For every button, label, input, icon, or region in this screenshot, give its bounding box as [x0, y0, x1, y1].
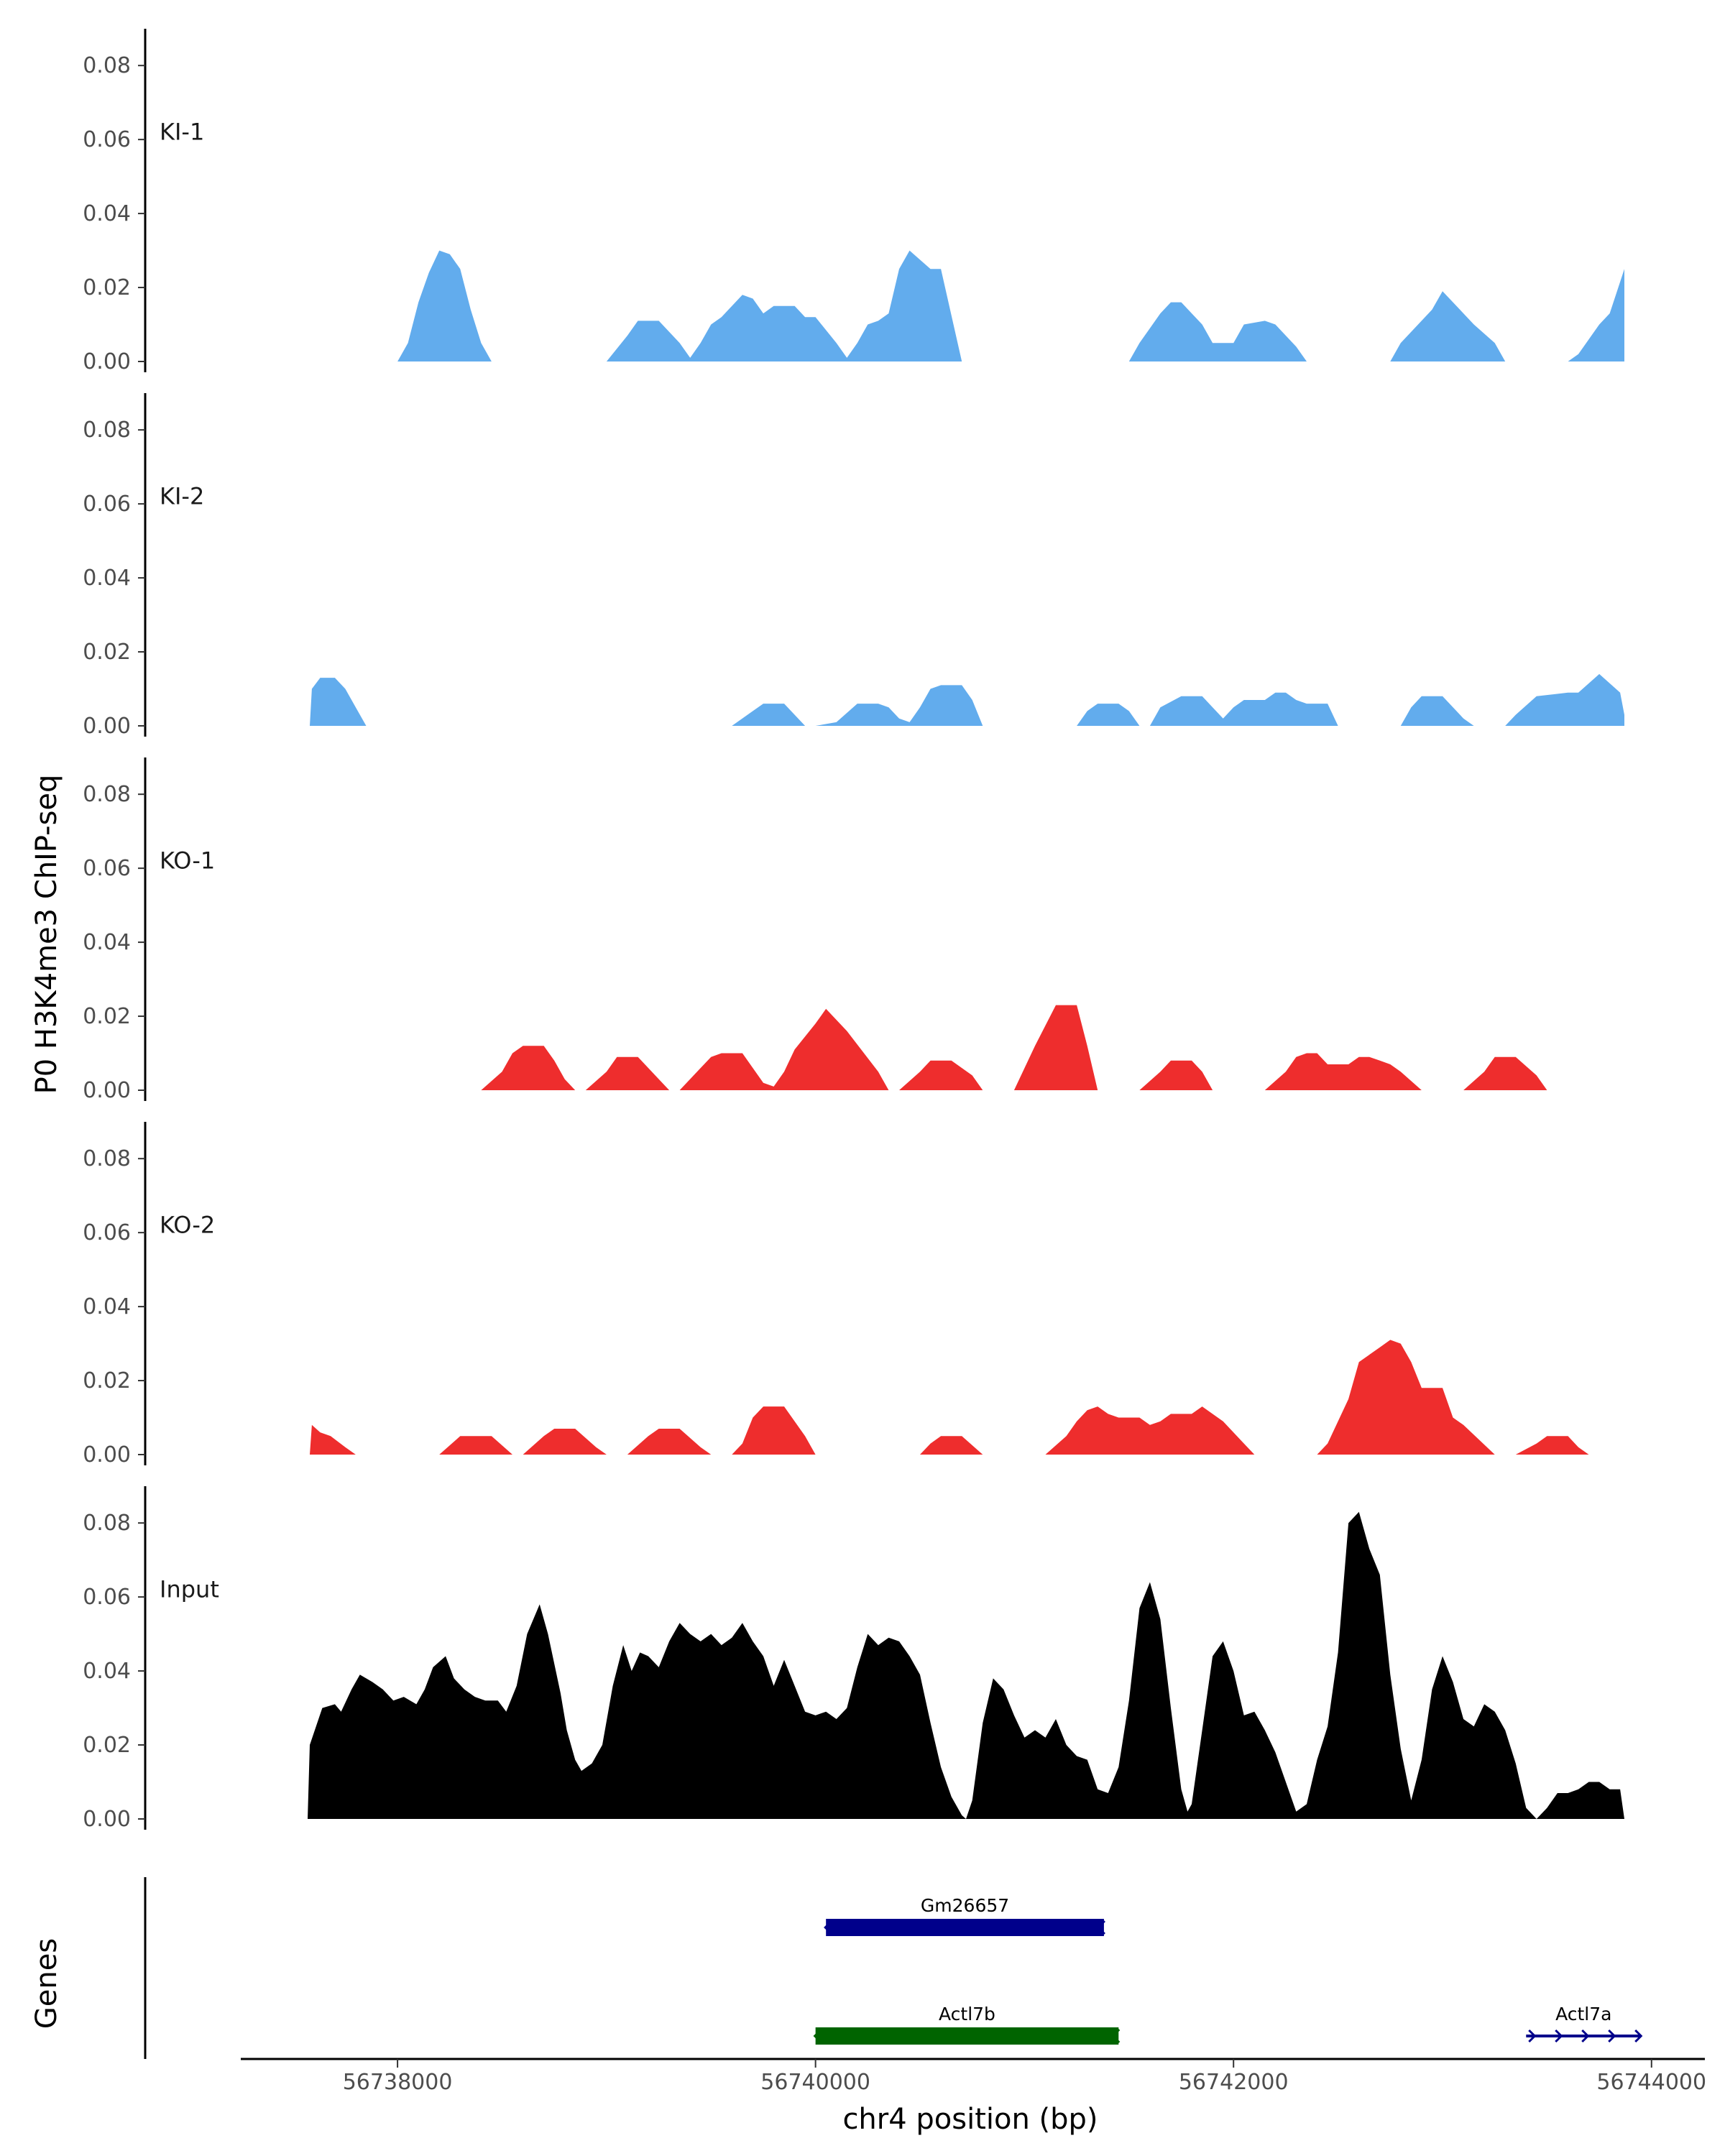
track-ki-2: 0.00 0.02 0.04 0.06 0.08 KI-2 [83, 393, 1624, 739]
signal-area-input [308, 1511, 1624, 1819]
strand-arrow [1634, 2029, 1643, 2043]
track-input: 0.00 0.02 0.04 0.06 0.08 Input [83, 1486, 1624, 1832]
y-tick-label: 0.06 [83, 856, 131, 881]
y-tick-label: 0.02 [83, 1733, 131, 1758]
strand-arrow [1581, 2029, 1590, 2043]
track-ko-1: 0.00 0.02 0.04 0.06 0.08 KO-1 [83, 757, 1624, 1103]
gene-label: Actl7b [939, 2004, 995, 2024]
y-tick-label: 0.00 [83, 349, 131, 374]
strand-arrow [1096, 1920, 1105, 1935]
strand-arrow [1528, 2029, 1537, 2043]
strand-arrow [813, 2028, 822, 2044]
gene-body [815, 2027, 1119, 2045]
y-tick-label: 0.04 [83, 566, 131, 591]
y-tick-label: 0.04 [83, 201, 131, 226]
y-tick-label: 0.04 [83, 930, 131, 955]
track-ki-1: 0.00 0.02 0.04 0.06 0.08 KI-1 [83, 29, 1624, 374]
x-tick-label: 56740000 [760, 2070, 870, 2095]
y-tick-label: 0.08 [83, 782, 131, 807]
gene-actl7a: Actl7a [1526, 2004, 1643, 2043]
y-tick-label: 0.06 [83, 492, 131, 517]
y-tick-label: 0.06 [83, 1220, 131, 1245]
y-tick-label: 0.08 [83, 53, 131, 78]
y-tick-label: 0.00 [83, 1078, 131, 1103]
y-tick-label: 0.02 [83, 640, 131, 665]
strand-arrow [1608, 2029, 1616, 2043]
signal-area-ko-1 [481, 972, 1624, 1090]
track-label: Input [160, 1575, 219, 1603]
x-tick-label: 56738000 [343, 2070, 453, 2095]
signal-area-ki-2 [310, 673, 1624, 726]
track-label: KO-1 [160, 847, 215, 874]
y-tick-label: 0.02 [83, 1004, 131, 1029]
gene-actl7b: Actl7b [813, 2004, 1121, 2045]
genes-layer: 56738000 56740000 56742000 56744000 Gm26657 A… [144, 1877, 1706, 2095]
y-tick-label: 0.06 [83, 1585, 131, 1610]
gene-gm26657: Gm26657 [824, 1895, 1105, 1936]
gene-body [826, 1919, 1104, 1936]
x-tick-label: 56742000 [1179, 2070, 1289, 2095]
track-label: KI-1 [160, 118, 204, 145]
y-tick-label: 0.08 [83, 418, 131, 443]
y-axis-title: P0 H3K4me3 ChIP-seq [30, 775, 63, 1095]
strand-arrow [1111, 2028, 1121, 2044]
y-tick-label: 0.08 [83, 1146, 131, 1171]
tracks-layer: 0.00 0.02 0.04 0.06 0.08 KI-1 0.00 0.02 0.04 0.06… [83, 29, 1624, 1832]
gene-label: Gm26657 [921, 1895, 1009, 1916]
signal-area-ki-1 [397, 250, 1624, 361]
signal-area-ko-2 [310, 1340, 1589, 1455]
strand-arrow [824, 1920, 833, 1935]
x-tick-label: 56744000 [1596, 2070, 1706, 2095]
y-tick-label: 0.00 [83, 1442, 131, 1468]
y-tick-label: 0.08 [83, 1511, 131, 1536]
x-axis-title: chr4 position (bp) [842, 2103, 1098, 2136]
track-label: KI-2 [160, 482, 204, 510]
y-tick-label: 0.02 [83, 1368, 131, 1393]
y-tick-label: 0.04 [83, 1294, 131, 1319]
track-label: KO-2 [160, 1211, 215, 1238]
y-tick-label: 0.06 [83, 127, 131, 152]
y-tick-label: 0.00 [83, 714, 131, 739]
y-tick-label: 0.02 [83, 275, 131, 300]
y-tick-label: 0.04 [83, 1659, 131, 1684]
gene-label: Actl7a [1555, 2004, 1611, 2024]
track-ko-2: 0.00 0.02 0.04 0.06 0.08 KO-2 [83, 1122, 1589, 1468]
y-tick-label: 0.00 [83, 1807, 131, 1832]
gene-panel-title: Genes [30, 1938, 63, 2029]
strand-arrow [1555, 2029, 1563, 2043]
